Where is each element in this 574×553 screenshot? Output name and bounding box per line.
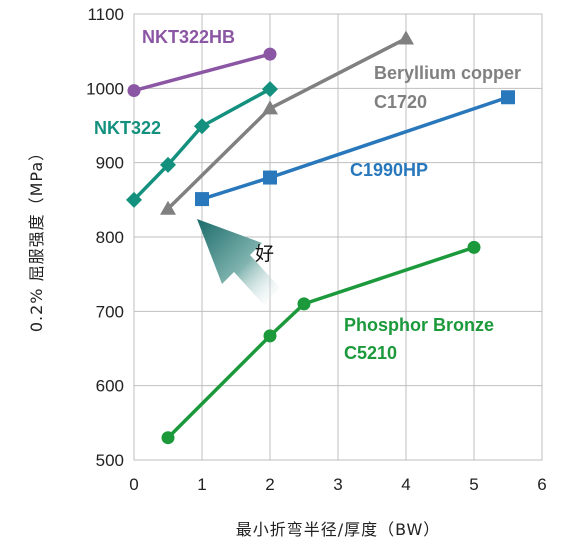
data-point [262, 81, 278, 98]
series-label: C5210 [344, 343, 397, 363]
series-phosphor-bronze-c5210 [161, 240, 481, 445]
series-label: C1990HP [350, 160, 428, 180]
series-layer [126, 30, 515, 445]
series-line [133, 52, 271, 93]
data-point [297, 297, 311, 311]
series-nkt322hb [127, 47, 277, 98]
data-point [161, 431, 175, 445]
series-label: C1720 [374, 92, 427, 112]
data-point [194, 118, 210, 135]
data-point [467, 240, 481, 254]
series-nkt322 [126, 81, 278, 208]
x-tick-label: 1 [197, 475, 206, 494]
data-point [262, 100, 278, 115]
data-point [126, 191, 142, 208]
ticks-layer: 0 1 2 3 4 5 6 500 600 700 800 900 1000 1100 [86, 5, 547, 494]
x-tick-label: 5 [469, 475, 478, 494]
data-point [263, 170, 277, 185]
annotation-layer: 好 [197, 219, 280, 305]
data-point [263, 47, 277, 61]
x-tick-label: 3 [333, 475, 342, 494]
x-tick-label: 4 [401, 475, 410, 494]
y-tick-label: 600 [96, 377, 124, 396]
x-axis-title: 最小折弯半径/厚度（BW） [236, 520, 441, 539]
y-axis-title: 0.2% 屈服强度（MPa） [27, 144, 46, 332]
series-label: NKT322HB [142, 27, 235, 47]
y-tick-label: 1100 [87, 5, 124, 24]
y-tick-label: 700 [96, 302, 124, 321]
data-point [160, 156, 176, 173]
y-tick-label: 1000 [86, 79, 124, 98]
series-label: NKT322 [94, 118, 161, 138]
y-tick-label: 900 [96, 154, 124, 173]
series-line [166, 245, 475, 439]
y-tick-label: 500 [96, 451, 124, 470]
series-labels-layer: NKT322HB NKT322 Beryllium copper C1720 C1990… [94, 27, 521, 363]
better-direction-arrow [197, 219, 280, 305]
data-point [195, 192, 209, 207]
data-point [160, 200, 176, 215]
data-point [127, 84, 141, 98]
x-tick-label: 6 [537, 475, 546, 494]
series-beryllium-copper-c1720 [160, 30, 414, 215]
data-point [263, 329, 277, 343]
series-c1990hp [195, 90, 515, 207]
data-point [398, 30, 414, 45]
data-point [501, 90, 515, 105]
series-line [132, 87, 271, 202]
better-annotation-label: 好 [255, 243, 274, 265]
x-tick-label: 0 [129, 475, 138, 494]
series-label: Beryllium copper [374, 63, 521, 83]
grid-layer [133, 13, 543, 461]
series-label: Phosphor Bronze [344, 315, 494, 335]
x-tick-label: 2 [265, 475, 274, 494]
y-tick-label: 800 [96, 228, 124, 247]
